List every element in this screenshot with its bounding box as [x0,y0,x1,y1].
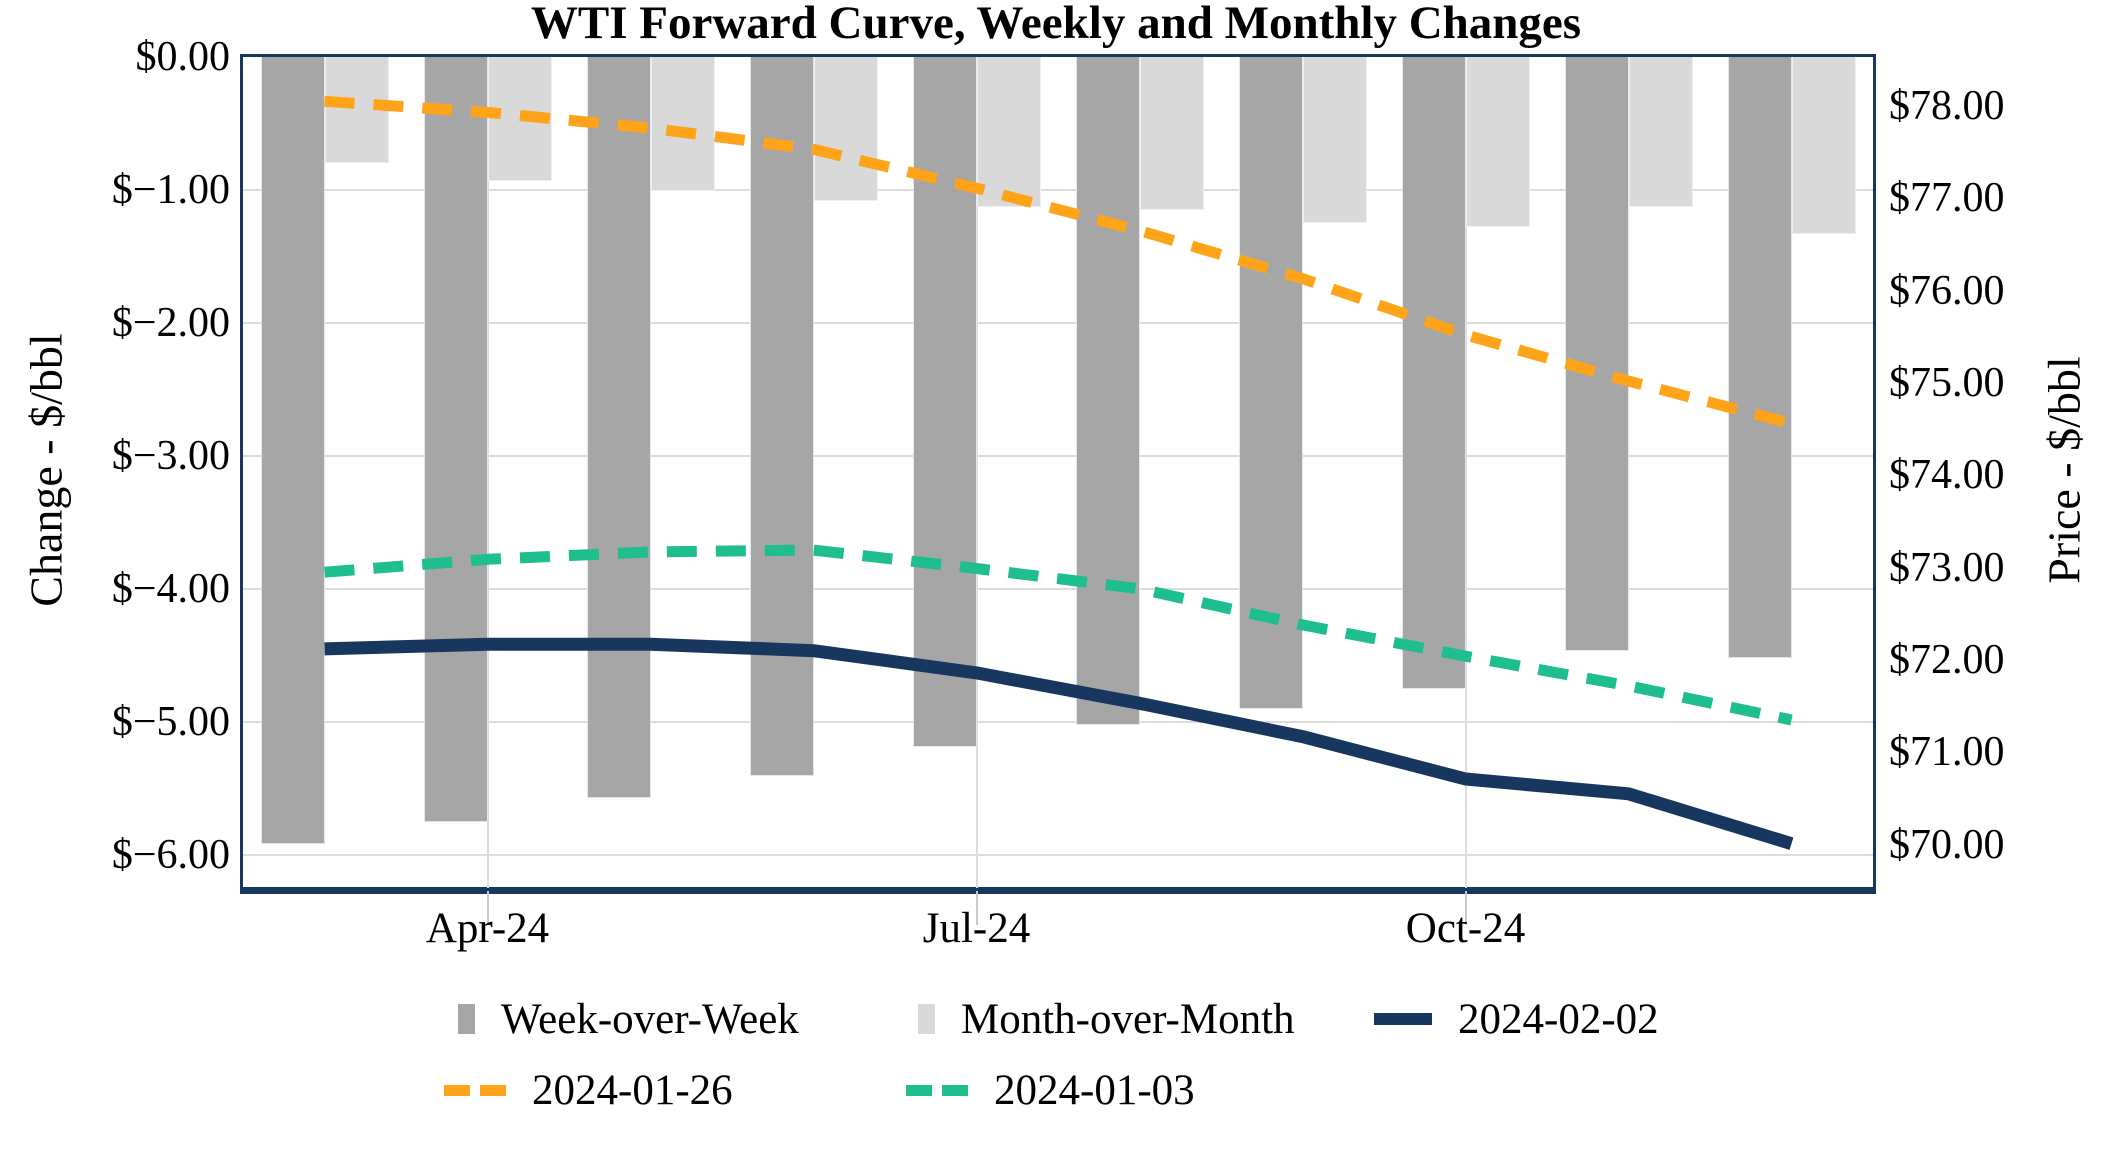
horizontal-gridline [243,321,1873,324]
mom-bar [813,57,878,201]
left-axis-tick-label: $−1.00 [111,166,230,213]
orange-dash-swatch-icon [444,1084,506,1096]
legend-label: 2024-01-03 [994,1066,1195,1114]
right-axis-tick-label: $75.00 [1889,359,2005,406]
right-axis-tick-label: $78.00 [1889,82,2005,129]
wow-bar [1075,57,1140,725]
right-axis-tick-label: $77.00 [1889,175,2005,222]
vertical-gridline [486,57,489,888]
right-axis-tick-label: $73.00 [1889,544,2005,591]
x-axis-tick-mark [1464,891,1467,925]
horizontal-gridline [243,587,1873,590]
wow-bar [423,57,488,822]
right-axis-tick-label: $74.00 [1889,452,2005,499]
x-axis-tick-mark [975,891,978,925]
wow-bar [1401,57,1466,689]
wow-bar [1238,57,1303,709]
wow-bar [912,57,977,748]
left-axis-tick-label: $−2.00 [111,299,230,346]
wow-bar [260,57,325,845]
right-axis-tick-label: $70.00 [1889,821,2005,868]
line-series-layer [324,95,1794,850]
chart-title: WTI Forward Curve, Weekly and Monthly Ch… [530,0,1582,49]
mom-bar [1791,57,1856,234]
right-axis-tick-label: $71.00 [1889,729,2005,776]
plot-area [240,54,1876,894]
right-axis-tick-label: $76.00 [1889,267,2005,314]
x-axis-tick-mark [486,891,489,925]
left-axis-tick-label: $−6.00 [111,831,230,878]
line-2024-02-02 [324,637,1794,850]
legend-item-2024-02-02: 2024-02-02 [1374,993,1659,1045]
plot-inner [243,57,1873,888]
horizontal-gridline [243,720,1873,723]
vertical-gridline [975,57,978,888]
mom-bar [1465,57,1530,228]
horizontal-gridline [243,188,1873,191]
mom-bar [1302,57,1367,224]
legend-item-week-over-week: Week-over-Week [458,993,799,1045]
x-axis-tick-label: Jul-24 [922,905,1031,952]
legend-label: 2024-02-02 [1458,995,1659,1043]
x-axis-tick-label: Oct-24 [1405,905,1526,952]
green-dash-swatch-icon [906,1084,968,1096]
left-axis-title: Change - $/bbl [20,333,72,607]
mom-bar [650,57,715,192]
horizontal-gridline [243,853,1873,856]
horizontal-gridline [243,454,1873,457]
legend-label: Week-over-Week [501,995,799,1043]
line-2024-01-26 [324,95,1793,429]
right-axis-title: Price - $/bbl [2038,356,2090,584]
x-axis-tick-label: Apr-24 [425,905,550,952]
wow-bar [586,57,651,798]
wow-swatch-icon [458,1004,475,1034]
vertical-gridline [1464,57,1467,888]
wow-bar [1564,57,1629,652]
legend-label: Month-over-Month [961,995,1295,1043]
left-axis-tick-label: $0.00 [135,34,231,80]
legend-item-2024-01-03: 2024-01-03 [906,1064,1195,1116]
left-axis-tick-label: $−5.00 [111,698,230,745]
left-axis-tick-label: $−4.00 [111,565,230,612]
right-axis-tick-label: $72.00 [1889,636,2005,683]
legend-item-2024-01-26: 2024-01-26 [444,1064,733,1116]
line-2024-01-03 [324,544,1793,726]
mom-bar [976,57,1041,208]
legend-label: 2024-01-26 [532,1066,733,1114]
left-axis-tick-label: $−3.00 [111,432,230,479]
mom-bar [1139,57,1204,210]
solid-line-swatch-icon [1374,1013,1432,1025]
mom-bar [1628,57,1693,208]
legend-item-month-over-month: Month-over-Month [918,993,1295,1045]
wow-bar [1727,57,1792,658]
mom-swatch-icon [918,1004,935,1034]
